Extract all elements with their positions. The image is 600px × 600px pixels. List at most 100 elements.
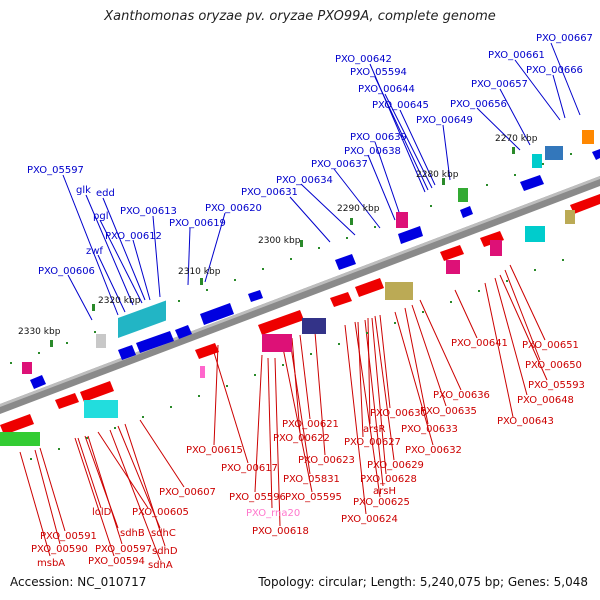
forward-gene	[22, 362, 32, 374]
gene-label: PXO_00642	[335, 54, 392, 65]
reverse-gene	[195, 343, 219, 359]
reverse-gene	[0, 432, 40, 446]
gene-label: PXO_00605	[132, 507, 189, 518]
gene-label: edd	[96, 188, 115, 199]
tick-label: 2270 kbp	[495, 134, 538, 144]
tick-label: 2330 kbp	[18, 327, 61, 337]
gene-label: sdhA	[148, 560, 173, 571]
reverse-gene	[84, 400, 118, 418]
reverse-gene	[330, 292, 352, 307]
gene-label: PXO_05595	[285, 492, 342, 503]
forward-gene	[175, 325, 192, 339]
reverse-gene	[302, 318, 326, 334]
gene-label: PXO_00635	[420, 406, 477, 417]
reverse-gene	[80, 381, 114, 402]
gene-label: PXO_rna20	[246, 508, 300, 519]
gene-label: PXO_00618	[252, 526, 309, 537]
bottom-gene-labels: PXO_00641 PXO_00651 PXO_00650 PXO_05593 …	[31, 338, 585, 571]
tick-label: 2320 kbp	[98, 296, 141, 306]
gene-label: PXO_00644	[358, 84, 415, 95]
top-gene-labels: PXO_05597 glk edd pgl PXO_00613 PXO_0061…	[27, 33, 593, 277]
reverse-gene	[490, 240, 502, 256]
gene-label: PXO_00657	[471, 79, 528, 90]
gene-label: arsH	[373, 486, 396, 497]
accession-text: Accession: NC_010717	[10, 575, 147, 589]
gene-label: PXO_00612	[105, 231, 162, 242]
gene-label: PXO_00606	[38, 266, 95, 277]
forward-gene	[460, 206, 473, 218]
genome-backbone	[0, 176, 600, 414]
gene-label: PXO_00629	[367, 460, 424, 471]
forward-gene	[545, 146, 563, 160]
reverse-gene	[480, 231, 504, 247]
gene-label: sdhD	[152, 546, 178, 557]
forward-gene	[592, 149, 600, 160]
gene-label: PXO_00622	[273, 433, 330, 444]
gene-label: zwf	[86, 246, 103, 257]
gene-label: msbA	[37, 558, 65, 569]
gene-label: PXO_05831	[283, 474, 340, 485]
reverse-gene	[525, 226, 545, 242]
gene-label: lolD	[92, 507, 112, 518]
forward-strand-genes	[22, 130, 600, 389]
forward-gene	[532, 154, 542, 168]
reverse-gene	[55, 393, 79, 409]
forward-gene	[118, 345, 136, 360]
gene-label: PXO_00639	[350, 132, 407, 143]
forward-gene	[520, 175, 544, 191]
reverse-gene	[355, 278, 384, 297]
tick-labels: 2330 kbp 2320 kbp 2310 kbp 2300 kbp 2290…	[18, 134, 538, 337]
tick-label: 2300 kbp	[258, 236, 301, 246]
gene-label: PXO_00630	[370, 408, 427, 419]
gene-label: PXO_00650	[525, 360, 582, 371]
gene-label: PXO_00627	[344, 437, 401, 448]
gene-label: PXO_00628	[360, 474, 417, 485]
tick-label: 2310 kbp	[178, 267, 221, 277]
gene-label: PXO_00637	[311, 159, 368, 170]
reverse-gene	[565, 210, 575, 224]
forward-gene	[582, 130, 594, 144]
gene-label: PXO_00624	[341, 514, 398, 525]
gene-label: PXO_00615	[186, 445, 243, 456]
gene-label: pgl	[93, 211, 108, 222]
gene-label: arsR	[363, 424, 385, 435]
forward-gene	[200, 303, 234, 325]
gene-label: PXO_05596	[229, 492, 286, 503]
gene-label: sdhB	[120, 528, 145, 539]
gene-label: glk	[76, 185, 91, 196]
gene-label: PXO_00590	[31, 544, 88, 555]
gene-label: PXO_00649	[416, 115, 473, 126]
gene-label: PXO_00597	[95, 544, 152, 555]
gene-label: PXO_00648	[517, 395, 574, 406]
gene-label: PXO_00633	[401, 424, 458, 435]
gene-label: PXO_00625	[353, 497, 410, 508]
gene-label: PXO_00619	[169, 218, 226, 229]
gene-label: PXO_05594	[350, 67, 407, 78]
gene-label: PXO_05593	[528, 380, 585, 391]
reverse-gene	[0, 414, 34, 435]
gene-label: PXO_00621	[282, 419, 339, 430]
tick-label: 2290 kbp	[337, 204, 380, 214]
gene-label: PXO_00620	[205, 203, 262, 214]
forward-gene	[248, 290, 263, 302]
reverse-gene	[262, 334, 292, 352]
gene-label: PXO_00591	[40, 531, 97, 542]
reverse-gene	[440, 245, 464, 261]
gene-label: PXO_00617	[221, 463, 278, 474]
forward-gene	[30, 375, 46, 389]
reverse-gene	[570, 194, 600, 214]
gene-label: PXO_00594	[88, 556, 145, 567]
gene-label: PXO_00661	[488, 50, 545, 61]
map-title: Xanthomonas oryzae pv. oryzae PXO99A, co…	[104, 9, 496, 24]
gene-label: PXO_00638	[344, 146, 401, 157]
kbp-tick-marks	[50, 147, 515, 347]
gene-label: sdhC	[151, 528, 176, 539]
forward-gene	[398, 226, 423, 244]
gene-label: PXO_00645	[372, 100, 429, 111]
gene-label: PXO_00631	[241, 187, 298, 198]
reverse-gene	[446, 260, 460, 274]
gene-label: PXO_00667	[536, 33, 593, 44]
forward-gene	[458, 188, 468, 202]
